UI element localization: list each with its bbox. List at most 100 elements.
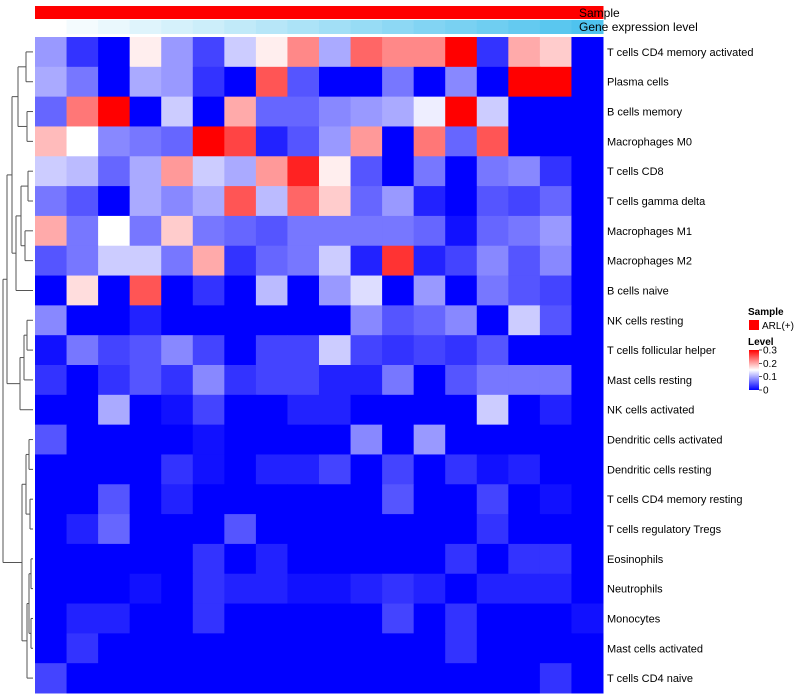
heatmap-cell bbox=[319, 215, 352, 247]
annotation-label-sample: Sample bbox=[579, 6, 620, 20]
heatmap-cell bbox=[413, 543, 446, 575]
row-label: T cells CD8 bbox=[607, 166, 664, 178]
heatmap-cell bbox=[476, 543, 509, 575]
row-label: NK cells resting bbox=[607, 315, 683, 327]
heatmap-cell bbox=[350, 603, 383, 634]
heatmap-cell bbox=[350, 186, 383, 217]
heatmap-cell bbox=[287, 663, 320, 694]
heatmap-cell bbox=[35, 573, 68, 605]
heatmap-cell bbox=[192, 126, 225, 157]
heatmap-cell bbox=[508, 126, 541, 157]
heatmap-cell bbox=[476, 424, 509, 455]
heatmap-cell bbox=[224, 663, 257, 694]
heatmap-cell bbox=[571, 156, 604, 187]
heatmap-cell bbox=[129, 37, 162, 68]
heatmap-cell bbox=[476, 603, 509, 634]
heatmap-cell bbox=[66, 335, 99, 366]
heatmap-cell bbox=[571, 603, 604, 634]
heatmap-cell bbox=[319, 424, 352, 455]
heatmap-cell bbox=[129, 365, 162, 396]
heatmap-cell bbox=[129, 96, 162, 127]
heatmap-cell bbox=[445, 365, 478, 396]
annotation-expression-cell bbox=[508, 20, 541, 34]
heatmap-cell bbox=[98, 573, 131, 605]
heatmap-cell bbox=[98, 514, 131, 545]
heatmap-cell bbox=[66, 484, 99, 515]
heatmap-cell bbox=[350, 543, 383, 575]
heatmap-cell bbox=[571, 365, 604, 396]
heatmap-cell bbox=[192, 365, 225, 396]
heatmap-cell bbox=[508, 96, 541, 127]
heatmap-cell bbox=[539, 305, 572, 336]
annotation-sample-cell bbox=[35, 6, 68, 19]
annotation-expression-cell bbox=[445, 20, 478, 34]
heatmap-cell bbox=[508, 514, 541, 545]
legend-sample-title: Sample bbox=[748, 307, 784, 318]
heatmap-cell bbox=[571, 454, 604, 485]
annotation-expression-cell bbox=[35, 20, 68, 34]
heatmap-cell bbox=[508, 156, 541, 187]
heatmap-cell bbox=[445, 156, 478, 187]
heatmap-cell bbox=[161, 245, 194, 277]
heatmap-cell bbox=[161, 126, 194, 157]
heatmap-cell bbox=[287, 186, 320, 217]
heatmap-cell bbox=[255, 156, 288, 187]
heatmap-cell bbox=[539, 394, 572, 426]
heatmap-cell bbox=[508, 484, 541, 515]
heatmap-cell bbox=[319, 394, 352, 426]
heatmap-cell bbox=[255, 37, 288, 68]
heatmap-cell bbox=[224, 66, 257, 98]
heatmap-cell bbox=[66, 603, 99, 634]
heatmap-cell bbox=[255, 484, 288, 515]
heatmap-cell bbox=[35, 96, 68, 127]
heatmap-cell bbox=[129, 424, 162, 455]
heatmap-cell bbox=[192, 484, 225, 515]
heatmap-cell bbox=[476, 126, 509, 157]
heatmap-cell bbox=[287, 514, 320, 545]
heatmap-cell bbox=[413, 484, 446, 515]
heatmap-cell bbox=[382, 365, 415, 396]
annotation-sample-cell bbox=[413, 6, 446, 19]
heatmap-cell bbox=[539, 543, 572, 575]
heatmap-cell bbox=[508, 454, 541, 485]
heatmap-cell bbox=[192, 66, 225, 98]
heatmap-cell bbox=[255, 424, 288, 455]
annotation-expression-cell bbox=[224, 20, 257, 34]
heatmap-cell bbox=[508, 394, 541, 426]
heatmap-cell bbox=[413, 335, 446, 366]
heatmap-cell bbox=[161, 215, 194, 247]
heatmap-cell bbox=[129, 394, 162, 426]
heatmap-cell bbox=[192, 573, 225, 605]
heatmap-cell bbox=[98, 126, 131, 157]
heatmap-cell bbox=[98, 156, 131, 187]
heatmap-cell bbox=[508, 365, 541, 396]
row-label: Mast cells resting bbox=[607, 375, 692, 387]
heatmap-cell bbox=[508, 424, 541, 455]
heatmap-cell bbox=[35, 126, 68, 157]
heatmap-cell bbox=[161, 66, 194, 98]
heatmap-cell bbox=[66, 365, 99, 396]
heatmap-cell bbox=[319, 573, 352, 605]
annotation-expression-cell bbox=[287, 20, 320, 34]
heatmap-cell bbox=[350, 275, 383, 306]
heatmap-cell bbox=[382, 96, 415, 127]
heatmap-cell bbox=[255, 96, 288, 127]
heatmap-cell bbox=[413, 215, 446, 247]
heatmap-cell bbox=[255, 365, 288, 396]
heatmap-cell bbox=[571, 186, 604, 217]
heatmap-cell bbox=[192, 394, 225, 426]
heatmap-cell bbox=[350, 514, 383, 545]
heatmap-cell bbox=[35, 365, 68, 396]
heatmap-cell bbox=[35, 66, 68, 98]
heatmap-cell bbox=[413, 245, 446, 277]
legend-sample-label: ARL(+) bbox=[762, 321, 794, 332]
row-label: Eosinophils bbox=[607, 554, 664, 566]
heatmap-cell bbox=[319, 454, 352, 485]
heatmap-cell bbox=[35, 186, 68, 217]
heatmap-cell bbox=[192, 37, 225, 68]
heatmap-cell bbox=[129, 305, 162, 336]
heatmap-cell bbox=[129, 275, 162, 306]
heatmap-cell bbox=[382, 66, 415, 98]
heatmap-cell bbox=[539, 186, 572, 217]
heatmap-cell bbox=[350, 335, 383, 366]
